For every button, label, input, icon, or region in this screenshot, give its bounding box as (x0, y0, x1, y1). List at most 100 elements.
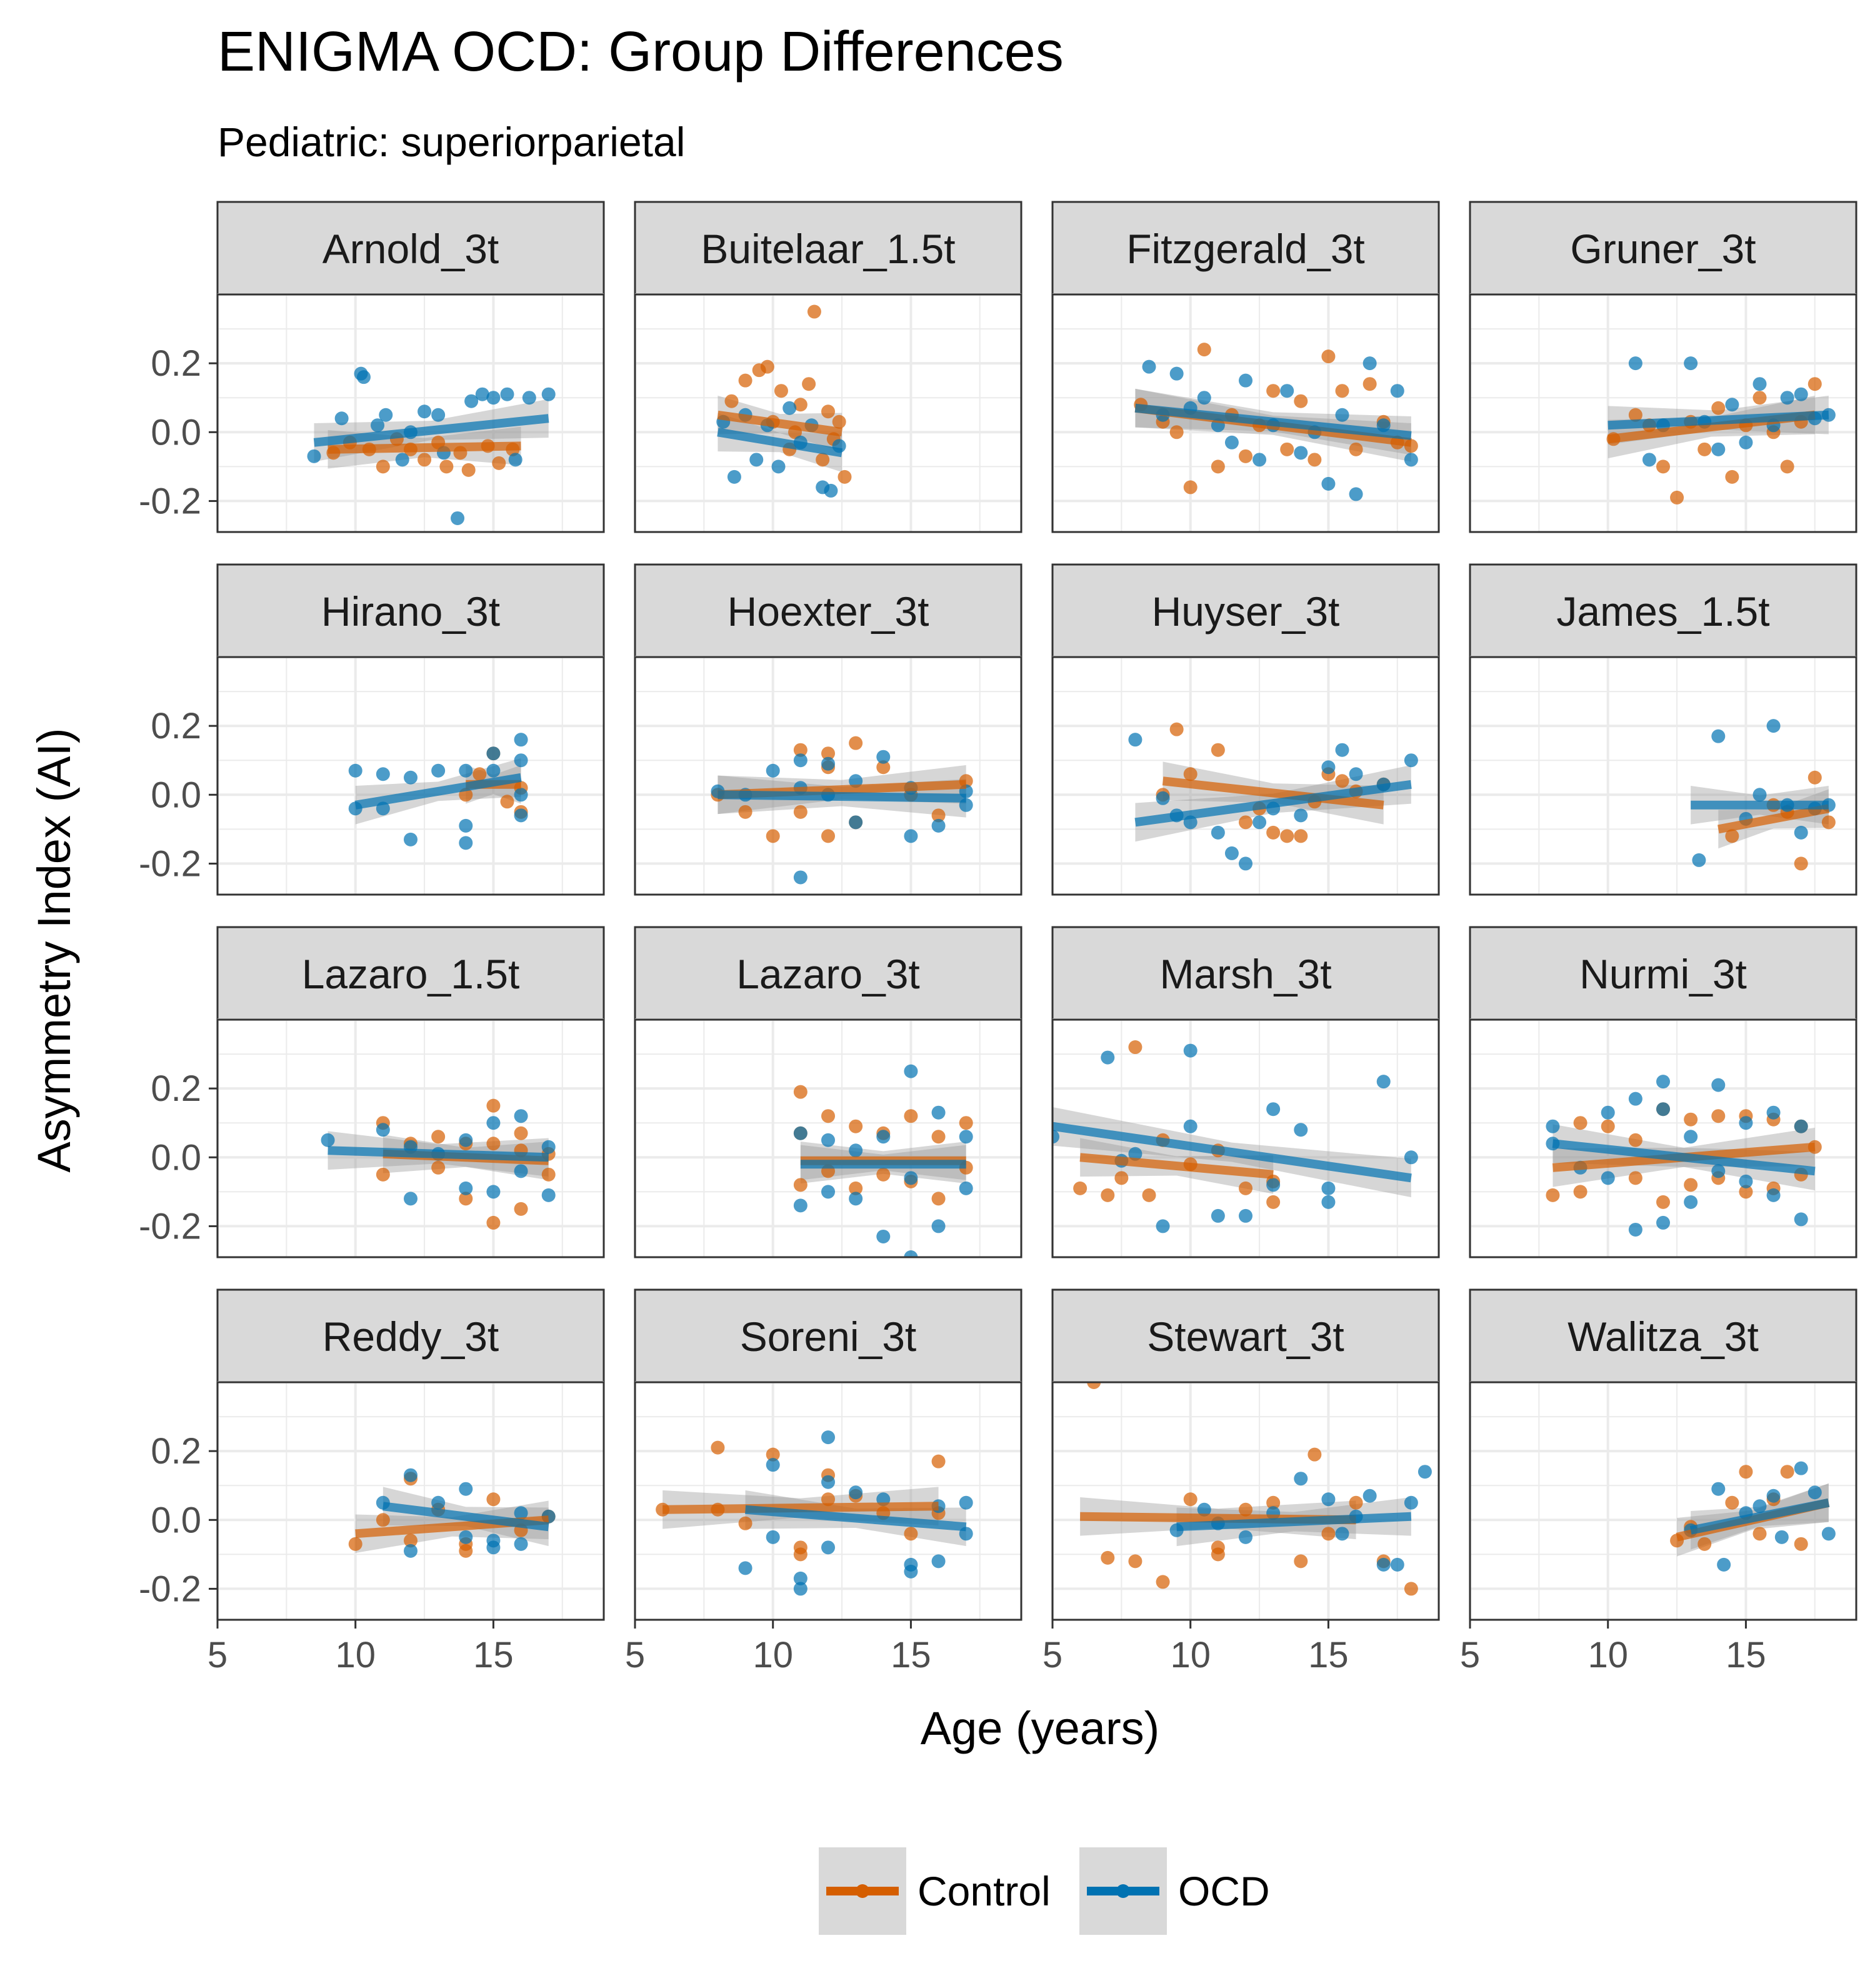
data-point-ocd (459, 836, 473, 850)
data-point-ocd (1321, 1195, 1336, 1209)
data-point-control (1239, 1181, 1252, 1195)
data-point-control (1239, 1502, 1252, 1517)
data-point-ocd (1684, 356, 1698, 371)
data-point-control (461, 463, 476, 477)
facet-panel (216, 1018, 605, 1258)
data-point-control (1211, 459, 1225, 474)
data-point-control (1294, 394, 1308, 408)
data-point-ocd (1252, 453, 1267, 467)
facet-label: Gruner_3t (1570, 226, 1756, 272)
y-tick-label: 0.0 (151, 775, 201, 815)
data-point-ocd (1404, 753, 1418, 768)
data-point-control (1725, 829, 1739, 843)
data-point-ocd (1601, 1105, 1615, 1120)
legend-label: OCD (1178, 1868, 1270, 1914)
panel-border (216, 656, 605, 896)
data-point-ocd (1656, 1102, 1670, 1117)
data-point-ocd (1294, 1123, 1308, 1137)
data-point-control (1294, 1554, 1308, 1569)
data-point-ocd (1321, 760, 1336, 775)
data-point-control (1349, 1495, 1363, 1510)
data-point-ocd (904, 829, 918, 843)
data-point-ocd (1349, 767, 1363, 781)
data-point-control (711, 1440, 725, 1455)
data-point-control (766, 829, 780, 843)
data-point-ocd (821, 756, 835, 771)
data-point-ocd (514, 733, 528, 747)
data-point-control (1335, 774, 1349, 788)
data-point-ocd (849, 1485, 863, 1500)
data-point-control (1294, 829, 1308, 843)
data-point-ocd (1156, 791, 1170, 805)
data-point-control (1321, 349, 1336, 364)
data-point-control (486, 1215, 501, 1230)
facet-strip (1051, 201, 1440, 296)
data-point-ocd (459, 1530, 473, 1544)
data-point-ocd (451, 511, 465, 525)
data-point-ocd (1349, 487, 1363, 501)
data-point-ocd (486, 746, 501, 761)
data-point-ocd (1142, 359, 1156, 374)
data-point-ocd (1684, 1130, 1698, 1144)
data-point-control (1335, 384, 1349, 398)
chart-title: ENIGMA OCD: Group Differences (218, 21, 1064, 83)
data-point-control (492, 456, 506, 470)
data-point-control (1404, 1582, 1418, 1596)
data-point-ocd (821, 1430, 835, 1445)
data-point-ocd (395, 453, 409, 467)
data-point-control (1684, 1112, 1698, 1127)
fit-line-control (1162, 776, 1384, 810)
data-point-ocd (931, 1105, 946, 1120)
data-point-control (1362, 377, 1377, 391)
data-point-ocd (1239, 856, 1252, 871)
data-point-control (1239, 449, 1252, 463)
data-point-ocd (418, 404, 432, 419)
data-point-ocd (1239, 373, 1252, 388)
data-point-control (1211, 1547, 1225, 1562)
data-point-control (472, 767, 487, 781)
facet-label: Marsh_3t (1159, 951, 1331, 997)
x-tick-label: 15 (1308, 1635, 1349, 1675)
panel-border (1051, 1381, 1440, 1621)
data-point-control (514, 1126, 528, 1140)
facet-panel (1469, 1018, 1858, 1258)
data-point-ocd (1656, 1075, 1670, 1089)
panel-border (1051, 293, 1440, 533)
data-point-control (1780, 1465, 1794, 1479)
data-point-ocd (1794, 387, 1808, 401)
data-point-control (1349, 442, 1363, 456)
data-point-ocd (459, 763, 473, 778)
legend-item-control: Control (819, 1847, 1051, 1935)
y-axis-label: Asymmetry Index (AI) (28, 728, 80, 1172)
data-point-control (793, 1547, 808, 1562)
data-point-control (1670, 490, 1684, 505)
data-point-ocd (1390, 1557, 1404, 1572)
data-point-ocd (1711, 729, 1726, 743)
data-point-control (793, 1085, 808, 1099)
data-point-ocd (1239, 1208, 1252, 1223)
panel-background (1470, 657, 1856, 895)
panel-content (1128, 722, 1418, 871)
data-point-control (1128, 1554, 1142, 1569)
facet-strip (634, 563, 1022, 658)
data-point-control (1087, 1382, 1101, 1389)
data-point-control (514, 1202, 528, 1216)
data-point-control (1739, 1185, 1753, 1199)
data-point-ocd (1239, 1530, 1252, 1544)
fit-line-ocd (1176, 1512, 1412, 1532)
data-point-control (1101, 1550, 1115, 1565)
data-point-ocd (404, 770, 418, 785)
data-point-ocd (793, 1582, 808, 1596)
data-point-control (1656, 1195, 1670, 1209)
data-point-control (1280, 829, 1294, 843)
data-point-ocd (1224, 435, 1239, 449)
fit-line-control (662, 1502, 939, 1514)
data-point-ocd (821, 1540, 835, 1555)
data-point-control (821, 746, 835, 761)
data-point-control (439, 459, 454, 474)
data-point-ocd (404, 1192, 418, 1206)
legend-key-point (1116, 1884, 1130, 1898)
data-point-ocd (1101, 1050, 1115, 1065)
data-point-ocd (371, 418, 385, 433)
facet-panel (1469, 656, 1858, 896)
